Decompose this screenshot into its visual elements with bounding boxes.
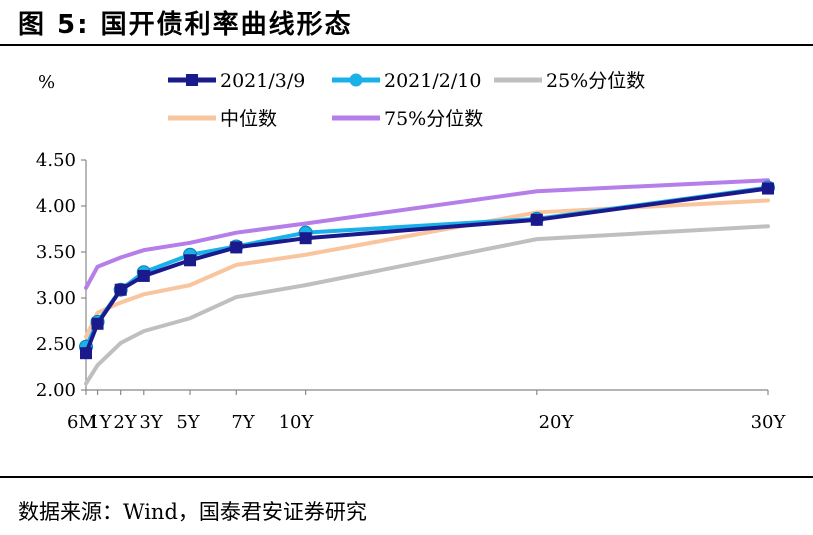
legend-label: 中位数 bbox=[220, 108, 277, 130]
figure-title: 图 5: 国开债利率曲线形态 bbox=[18, 10, 353, 40]
x-tick-label: 1Y bbox=[88, 412, 112, 433]
x-tick-label: 7Y bbox=[231, 412, 255, 433]
y-axis: 2.00 2.50 3.00 3.50 4.00 4.50 bbox=[36, 150, 87, 401]
data-point bbox=[184, 254, 197, 267]
data-point bbox=[762, 182, 774, 195]
data-point bbox=[114, 283, 127, 296]
data-point bbox=[80, 347, 92, 360]
data-point bbox=[530, 213, 543, 226]
series-line-4 bbox=[84, 178, 770, 290]
legend-label: 25%分位数 bbox=[546, 70, 645, 92]
series-line-2 bbox=[84, 224, 770, 386]
x-tick-label: 6M bbox=[67, 412, 97, 433]
x-tick-label: 5Y bbox=[176, 412, 200, 433]
data-point bbox=[91, 317, 104, 330]
x-tick-label: 2Y bbox=[113, 412, 137, 433]
plot-area bbox=[79, 178, 775, 386]
series-line-0 bbox=[84, 186, 770, 356]
source-rule bbox=[0, 476, 813, 478]
y-tick-label: 2.50 bbox=[36, 334, 76, 355]
x-tick-label: 30Y bbox=[751, 412, 787, 433]
series-line-1 bbox=[84, 185, 770, 349]
title-rule bbox=[0, 44, 813, 46]
x-tick-label: 20Y bbox=[539, 412, 575, 433]
y-axis-label: % bbox=[38, 72, 55, 93]
legend-marker bbox=[186, 74, 198, 86]
legend-label: 2021/3/9 bbox=[220, 70, 305, 92]
y-tick-label: 3.00 bbox=[36, 288, 76, 309]
x-tick-label: 3Y bbox=[139, 412, 163, 433]
data-point bbox=[230, 241, 243, 254]
legend-marker bbox=[349, 73, 363, 87]
data-point bbox=[299, 232, 312, 245]
y-tick-label: 4.00 bbox=[36, 196, 76, 217]
legend-label: 2021/2/10 bbox=[384, 70, 481, 92]
source-note: 数据来源：Wind，国泰君安证券研究 bbox=[18, 500, 367, 524]
y-tick-label: 4.50 bbox=[36, 150, 76, 171]
y-tick-label: 3.50 bbox=[36, 242, 76, 263]
series-line-3 bbox=[84, 198, 770, 339]
data-point bbox=[137, 269, 150, 282]
legend-label: 75%分位数 bbox=[384, 108, 483, 130]
y-tick-label: 2.00 bbox=[36, 380, 76, 401]
x-tick-label: 10Y bbox=[279, 412, 315, 433]
